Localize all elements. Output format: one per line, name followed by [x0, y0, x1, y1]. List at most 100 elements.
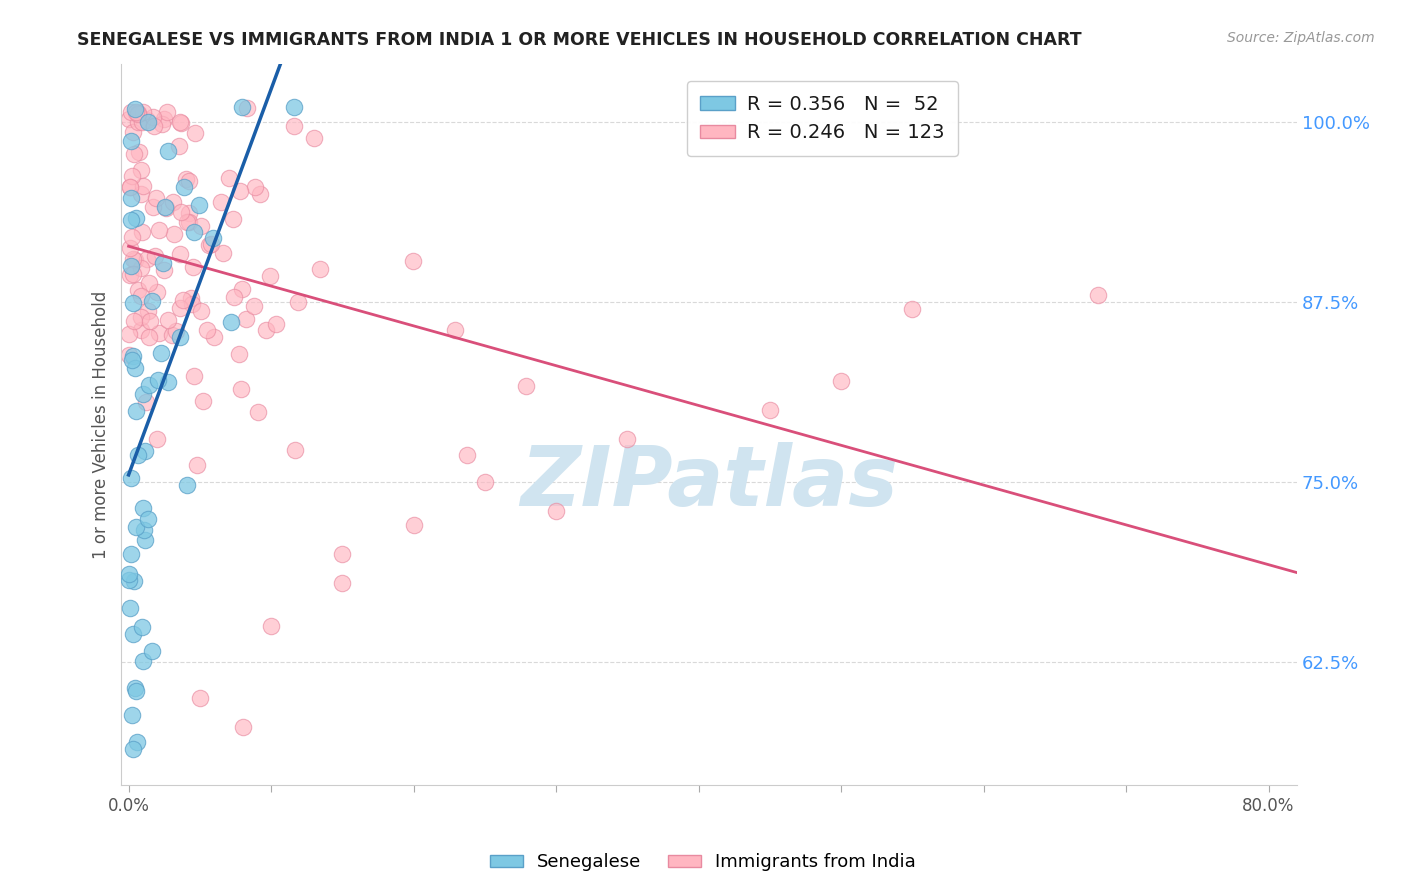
Point: [122, 252, 145, 266]
Point: [120, 259, 142, 273]
Point: [232, 720, 254, 734]
Point: [188, 691, 211, 706]
Point: [129, 289, 152, 303]
Point: [169, 247, 191, 261]
Point: [121, 707, 143, 722]
Point: [125, 404, 148, 418]
Point: [224, 290, 246, 304]
Point: [444, 323, 467, 337]
Point: [135, 113, 157, 128]
Point: [136, 252, 159, 267]
Point: [138, 330, 160, 344]
Point: [184, 126, 207, 140]
Point: [156, 105, 179, 120]
Point: [124, 252, 146, 267]
Point: [138, 377, 160, 392]
Point: [129, 261, 152, 276]
Point: [190, 303, 212, 318]
Point: [231, 282, 253, 296]
Point: [132, 500, 155, 515]
Point: [120, 180, 142, 194]
Point: [134, 444, 156, 458]
Point: [118, 573, 141, 587]
Point: [124, 102, 146, 116]
Point: [254, 323, 277, 337]
Point: [120, 241, 142, 255]
Point: [456, 448, 478, 462]
Point: [246, 405, 269, 419]
Point: [127, 448, 149, 462]
Point: [402, 518, 425, 533]
Point: [197, 323, 219, 337]
Point: [229, 382, 252, 396]
Point: [129, 310, 152, 324]
Point: [169, 301, 191, 315]
Point: [127, 283, 149, 297]
Legend: Senegalese, Immigrants from India: Senegalese, Immigrants from India: [482, 847, 924, 879]
Point: [165, 324, 187, 338]
Point: [186, 458, 208, 472]
Point: [176, 214, 198, 228]
Point: [120, 547, 142, 561]
Point: [131, 654, 153, 668]
Point: [235, 101, 257, 115]
Point: [179, 215, 201, 229]
Text: ZIPatlas: ZIPatlas: [520, 442, 898, 523]
Point: [131, 225, 153, 239]
Point: [118, 112, 141, 126]
Point: [118, 600, 141, 615]
Point: [202, 330, 225, 344]
Point: [152, 256, 174, 270]
Point: [145, 285, 167, 299]
Point: [330, 547, 353, 561]
Point: [120, 212, 142, 227]
Point: [180, 291, 202, 305]
Point: [142, 200, 165, 214]
Point: [132, 105, 155, 120]
Point: [138, 277, 160, 291]
Point: [180, 297, 202, 311]
Point: [131, 187, 153, 202]
Point: [197, 237, 219, 252]
Point: [131, 114, 153, 128]
Point: [120, 134, 142, 148]
Point: [122, 313, 145, 327]
Point: [183, 368, 205, 383]
Point: [162, 195, 184, 210]
Point: [125, 519, 148, 533]
Point: [174, 172, 197, 186]
Point: [121, 741, 143, 756]
Point: [830, 374, 852, 388]
Point: [187, 198, 209, 212]
Point: [128, 145, 150, 160]
Point: [173, 180, 195, 194]
Point: [138, 304, 160, 318]
Point: [181, 260, 204, 274]
Point: [169, 115, 191, 129]
Point: [157, 144, 180, 158]
Point: [129, 163, 152, 178]
Point: [177, 174, 200, 188]
Point: [149, 346, 172, 360]
Point: [264, 318, 287, 332]
Point: [156, 375, 179, 389]
Point: [136, 512, 159, 526]
Point: [212, 245, 235, 260]
Point: [169, 330, 191, 344]
Point: [141, 644, 163, 658]
Text: SENEGALESE VS IMMIGRANTS FROM INDIA 1 OR MORE VEHICLES IN HOUSEHOLD CORRELATION : SENEGALESE VS IMMIGRANTS FROM INDIA 1 OR…: [77, 31, 1083, 49]
Point: [544, 504, 567, 518]
Point: [122, 574, 145, 588]
Point: [136, 114, 159, 128]
Point: [243, 299, 266, 313]
Point: [287, 294, 309, 309]
Point: [759, 403, 782, 417]
Point: [330, 576, 353, 591]
Point: [127, 107, 149, 121]
Text: Source: ZipAtlas.com: Source: ZipAtlas.com: [1227, 31, 1375, 45]
Point: [283, 100, 305, 114]
Point: [309, 262, 332, 277]
Point: [474, 475, 496, 489]
Point: [218, 171, 240, 186]
Point: [284, 443, 307, 458]
